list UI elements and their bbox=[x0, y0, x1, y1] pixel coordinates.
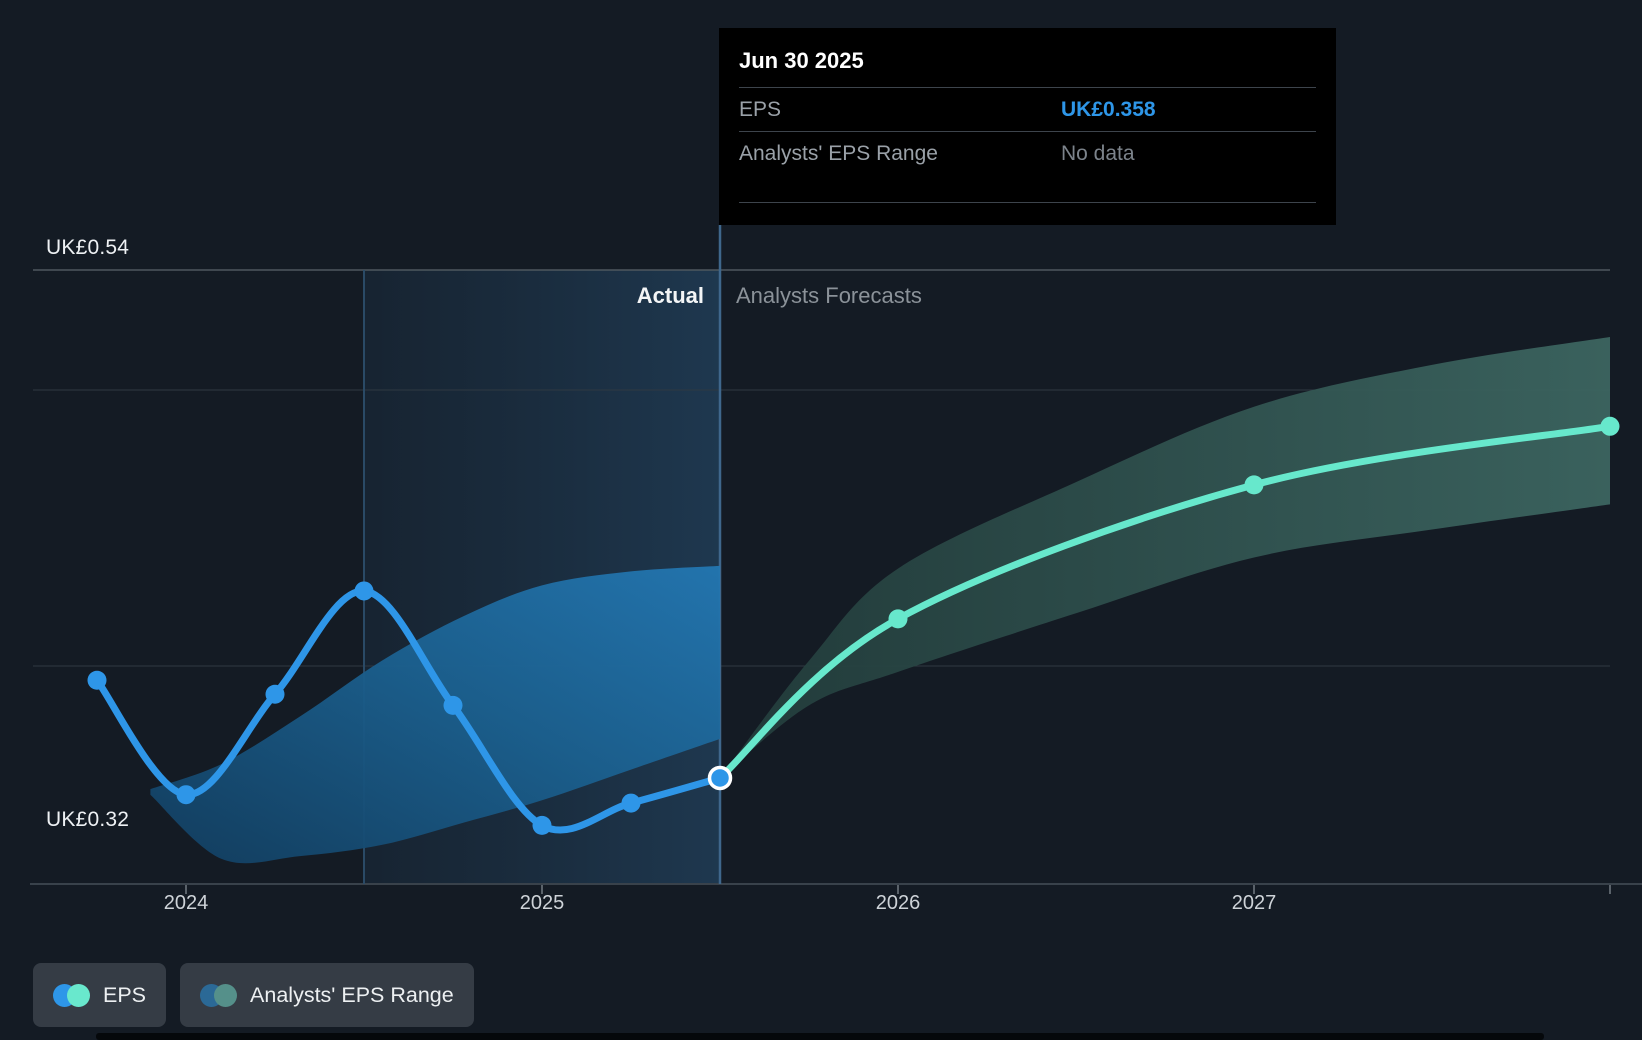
data-point-dot[interactable] bbox=[1600, 416, 1620, 436]
tooltip-range-value: No data bbox=[1061, 142, 1135, 165]
eps-range-band-forecast bbox=[720, 336, 1610, 778]
data-point-dot[interactable] bbox=[1244, 475, 1264, 495]
forecast-line bbox=[716, 422, 1614, 782]
tooltip-range-label: Analysts' EPS Range bbox=[739, 142, 938, 165]
data-point-dot[interactable] bbox=[443, 695, 463, 715]
tooltip: Jun 30 2025 EPS UK£0.358 Analysts' EPS R… bbox=[719, 28, 1336, 225]
data-point-dot[interactable] bbox=[354, 581, 374, 601]
tooltip-eps-row: EPS UK£0.358 bbox=[739, 87, 1316, 131]
legend: EPS Analysts' EPS Range bbox=[33, 963, 474, 1027]
data-point-dot[interactable] bbox=[532, 815, 552, 835]
data-point-dot[interactable] bbox=[87, 670, 107, 690]
x-tick-label: 2026 bbox=[876, 892, 921, 914]
data-point-dot[interactable] bbox=[621, 793, 641, 813]
tooltip-eps-label: EPS bbox=[739, 98, 782, 121]
x-tick-label: 2027 bbox=[1232, 892, 1277, 914]
tooltip-eps-value: UK£0.358 bbox=[1061, 98, 1156, 121]
data-point-dot[interactable] bbox=[176, 785, 196, 805]
y-axis-label-max: UK£0.54 bbox=[46, 236, 130, 259]
legend-eps-toggle[interactable]: EPS bbox=[33, 963, 167, 1027]
tooltip-date: Jun 30 2025 bbox=[739, 48, 864, 73]
x-tick-label: 2025 bbox=[520, 892, 565, 914]
eps-legend-dots-icon bbox=[53, 983, 90, 1007]
legend-eps-range-label: Analysts' EPS Range bbox=[250, 982, 454, 1007]
y-axis-label-min: UK£0.32 bbox=[46, 808, 130, 831]
selected-data-point-dot[interactable] bbox=[707, 765, 733, 791]
bottom-scrollbar[interactable] bbox=[96, 1033, 1544, 1040]
eps-range-legend-dots-icon bbox=[200, 983, 238, 1007]
tooltip-range-row: Analysts' EPS Range No data bbox=[739, 131, 1316, 175]
actual-label: Actual bbox=[636, 283, 704, 308]
data-point-dot[interactable] bbox=[888, 609, 908, 629]
data-point-dot[interactable] bbox=[265, 684, 285, 704]
eps-range-band-actual bbox=[150, 565, 720, 864]
analysts-forecasts-label: Analysts Forecasts bbox=[736, 283, 922, 308]
legend-eps-label: EPS bbox=[103, 982, 147, 1007]
x-tick-label: 2024 bbox=[164, 892, 209, 914]
legend-eps-range-toggle[interactable]: Analysts' EPS Range bbox=[180, 963, 474, 1027]
tooltip-divider bbox=[739, 202, 1316, 203]
